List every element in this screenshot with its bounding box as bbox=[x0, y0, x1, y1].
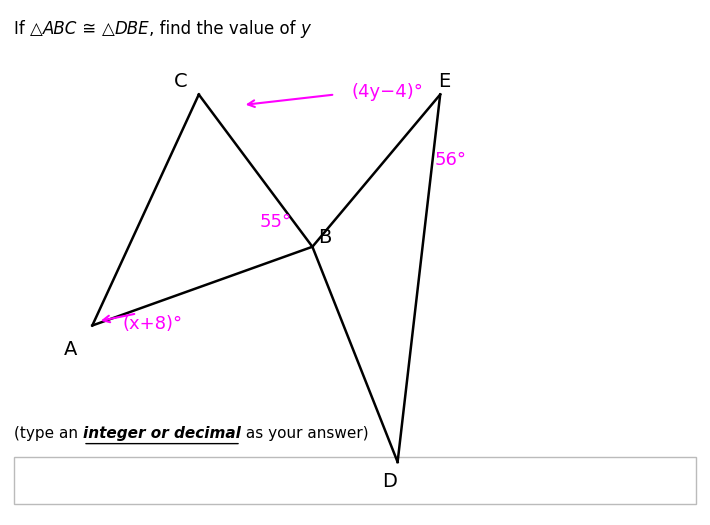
Text: D: D bbox=[382, 472, 396, 491]
Text: △: △ bbox=[31, 20, 43, 38]
Text: A: A bbox=[65, 340, 77, 359]
Text: 55°: 55° bbox=[259, 213, 291, 230]
Text: DBE: DBE bbox=[114, 20, 149, 38]
Text: 56°: 56° bbox=[435, 151, 466, 169]
Text: (type an: (type an bbox=[14, 426, 83, 440]
Text: ABC: ABC bbox=[43, 20, 77, 38]
Text: (x+8)°: (x+8)° bbox=[122, 316, 182, 333]
Text: , find the value of: , find the value of bbox=[149, 20, 301, 38]
Text: y: y bbox=[301, 20, 311, 38]
Text: as your answer): as your answer) bbox=[241, 426, 368, 440]
Text: C: C bbox=[174, 72, 188, 91]
Text: If: If bbox=[14, 20, 31, 38]
Bar bbox=[14, 457, 696, 504]
Text: (4y−4)°: (4y−4)° bbox=[351, 83, 423, 101]
Text: B: B bbox=[319, 228, 332, 247]
Text: E: E bbox=[437, 72, 450, 91]
Text: △: △ bbox=[102, 20, 114, 38]
Text: ≅: ≅ bbox=[77, 20, 102, 38]
Text: integer or decimal: integer or decimal bbox=[83, 426, 241, 440]
